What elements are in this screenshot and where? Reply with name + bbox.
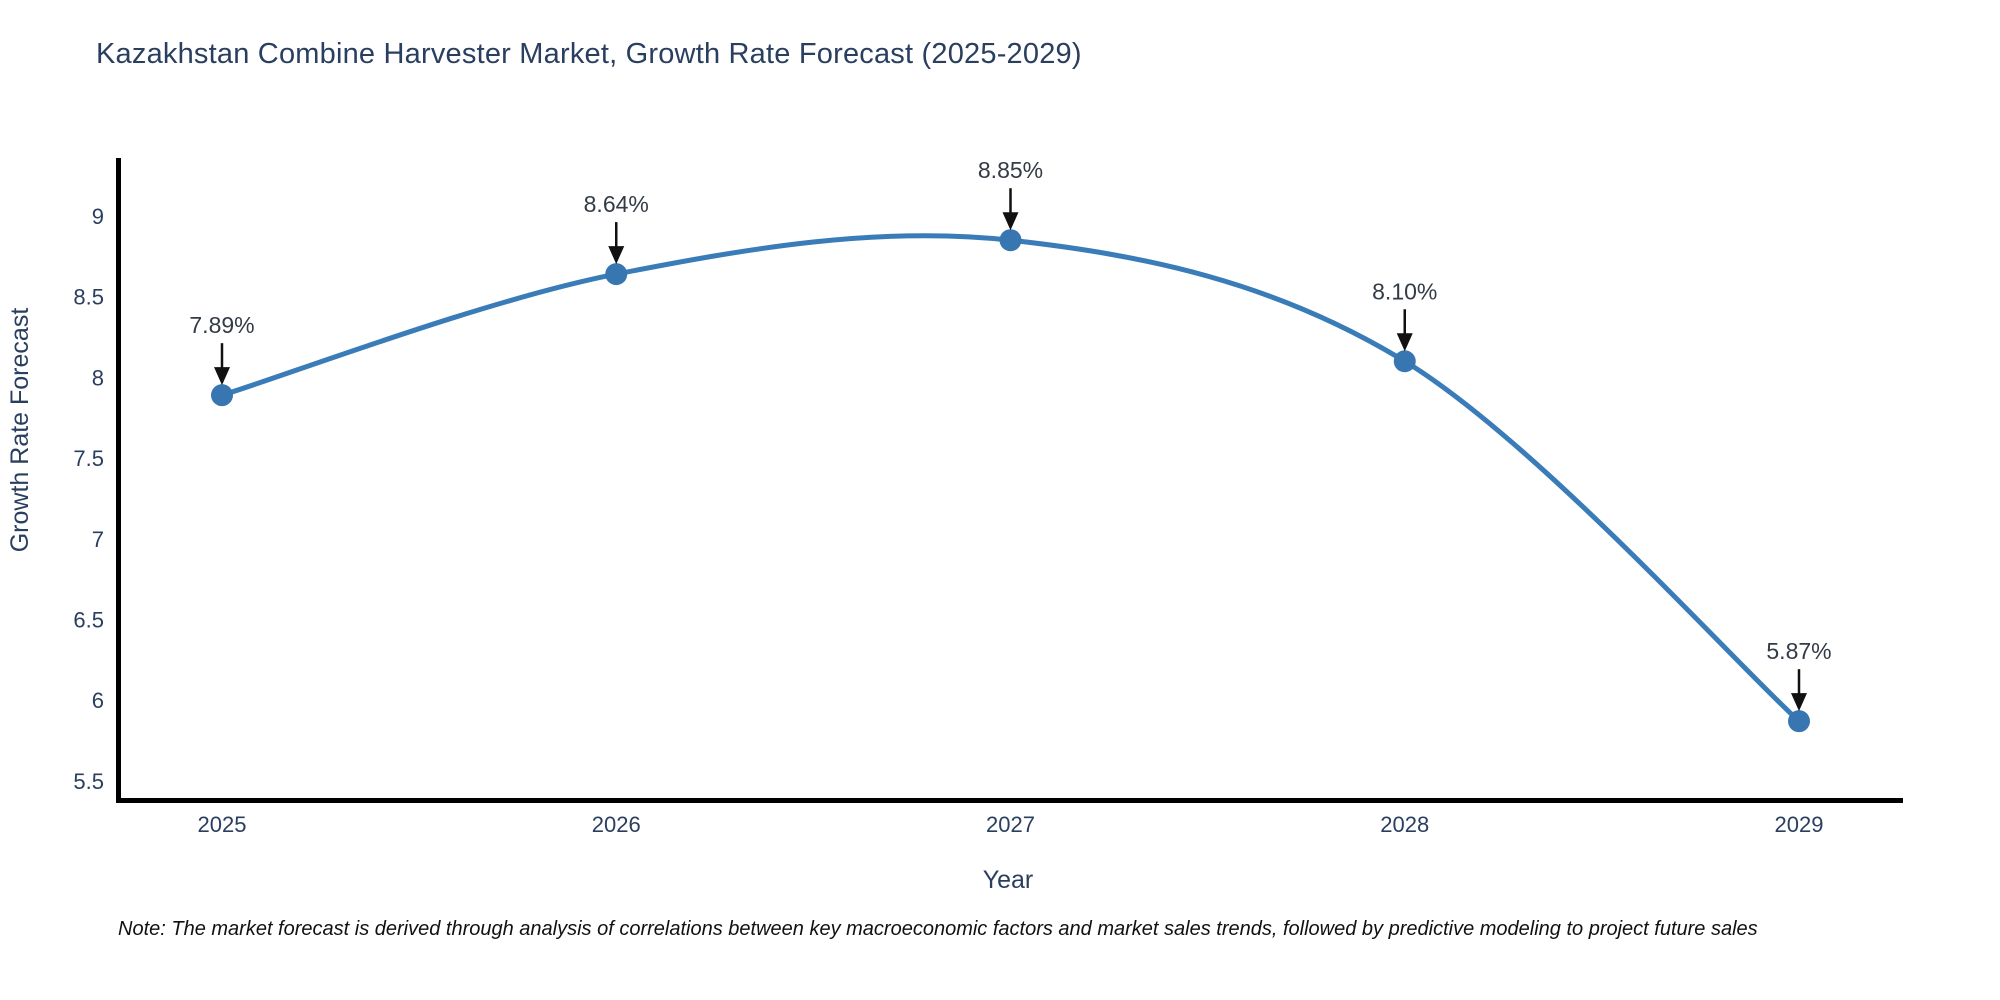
annotation-arrowhead-icon (608, 246, 625, 265)
x-tick-label: 2028 (1380, 812, 1429, 837)
point-value-label: 8.85% (978, 157, 1043, 183)
y-axis-ticks: 9 8.5 8 7.5 7 6.5 6 5.5 (73, 204, 104, 794)
x-tick-label: 2026 (592, 812, 641, 837)
forecast-line (219, 233, 1802, 724)
y-axis-title: Growth Rate Forecast (6, 308, 34, 553)
data-point-marker (999, 229, 1022, 252)
point-value-label: 8.64% (584, 191, 649, 217)
annotation-arrowhead-icon (214, 367, 230, 386)
y-tick-label: 8.5 (73, 285, 104, 310)
plot-area: 9 8.5 8 7.5 7 6.5 6 5.5 2025 2026 2027 2028 2029 7.… (6, 157, 1903, 894)
point-value-label: 8.10% (1372, 278, 1437, 304)
y-tick-label: 9 (92, 204, 104, 229)
y-tick-label: 7 (92, 527, 104, 552)
point-value-label: 7.89% (189, 312, 254, 338)
annotation-arrowhead-icon (1791, 693, 1807, 712)
x-tick-label: 2027 (986, 812, 1035, 837)
data-point-marker (211, 384, 233, 407)
y-tick-label: 8 (92, 365, 104, 390)
data-point-marker (1788, 710, 1810, 733)
data-point-marker (1393, 350, 1416, 373)
x-axis-title: Year (983, 866, 1034, 894)
point-annotations: 7.89% 8.64% 8.85% 8.10% 5.87% (189, 157, 1832, 712)
annotation-arrowhead-icon (1396, 333, 1413, 352)
y-tick-label: 7.5 (73, 446, 104, 471)
data-points (211, 229, 1810, 733)
annotation-arrowhead-icon (1002, 212, 1019, 231)
point-value-label: 5.87% (1766, 638, 1831, 664)
x-axis-line (116, 798, 1903, 803)
x-axis-ticks: 2025 2026 2027 2028 2029 (198, 812, 1824, 837)
x-tick-label: 2029 (1775, 812, 1824, 837)
y-tick-label: 6.5 (73, 608, 104, 633)
y-tick-label: 6 (92, 688, 104, 713)
x-tick-label: 2025 (198, 812, 247, 837)
y-axis-line (116, 158, 121, 803)
data-point-marker (605, 263, 628, 286)
y-tick-label: 5.5 (73, 769, 104, 794)
chart-title: Kazakhstan Combine Harvester Market, Gro… (96, 38, 1082, 70)
footnote: Note: The market forecast is derived thr… (118, 918, 1758, 940)
